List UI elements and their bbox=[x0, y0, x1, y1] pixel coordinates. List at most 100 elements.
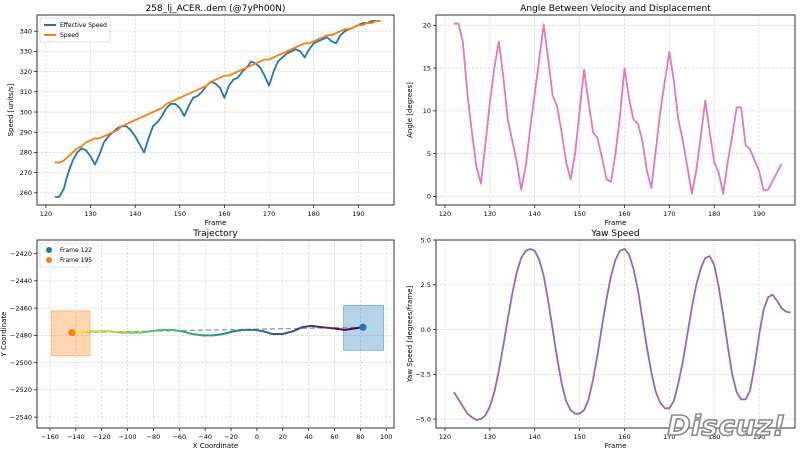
x-axis-label: Frame bbox=[205, 219, 227, 227]
y-tick-label: 330 bbox=[20, 48, 32, 56]
series-line-0 bbox=[453, 22, 783, 195]
axes-frame bbox=[36, 14, 395, 206]
trajectory-segment bbox=[292, 326, 304, 333]
trajectory-segment bbox=[320, 326, 336, 330]
x-tick-label: 150 bbox=[573, 433, 585, 441]
x-axis-label: Frame bbox=[605, 442, 627, 450]
y-tick-label: 2.5 bbox=[421, 281, 431, 289]
x-axis-label: X Coordinate bbox=[193, 442, 238, 450]
y-tick-label: 260 bbox=[20, 189, 32, 197]
x-tick-label: 150 bbox=[573, 210, 585, 218]
legend-box bbox=[39, 17, 111, 43]
y-tick-label: −2540 bbox=[10, 413, 32, 421]
x-tick-label: 160 bbox=[618, 433, 630, 441]
x-tick-label: 190 bbox=[753, 210, 765, 218]
y-axis-label: Speed [units/s] bbox=[7, 83, 15, 136]
y-tick-label: 20 bbox=[423, 22, 431, 30]
axes-frame bbox=[36, 239, 395, 429]
y-tick-label: 5 bbox=[427, 150, 431, 158]
y-tick-label: −2440 bbox=[10, 277, 32, 285]
marker-frame-195 bbox=[68, 329, 76, 337]
chart-title: Angle Between Velocity and Displacement bbox=[520, 4, 711, 14]
trajectory-chart: −160 −140 −120 −100 −80 −60 −40 −20 0 20 40 60 80 100… bbox=[0, 229, 395, 450]
y-tick-label: 15 bbox=[423, 64, 431, 72]
trajectory-segment bbox=[211, 333, 225, 337]
trajectory-segment bbox=[262, 330, 274, 335]
x-tick-label: −60 bbox=[172, 433, 186, 441]
speed-chart: 120 130 140 150 160 170 180 190 260 270 280 290 300 3… bbox=[7, 4, 395, 227]
x-tick-label: 190 bbox=[753, 433, 765, 441]
angle-chart: 120 130 140 150 160 170 180 190 0 5 10 15 20 Angle Be… bbox=[406, 4, 796, 227]
y-tick-label: 0 bbox=[427, 193, 431, 201]
legend-label: Effective Speed bbox=[60, 22, 107, 29]
x-tick-label: 180 bbox=[708, 433, 720, 441]
y-tick-label: 290 bbox=[20, 129, 32, 137]
x-tick-label: 180 bbox=[307, 210, 319, 218]
y-tick-label: 10 bbox=[423, 107, 431, 115]
y-tick-label: 280 bbox=[20, 149, 32, 157]
x-tick-label: 160 bbox=[218, 210, 230, 218]
legend-box bbox=[39, 242, 89, 268]
x-tick-label: 120 bbox=[40, 210, 52, 218]
chart-title: 258_lj_ACER..dem (@7yPh00N) bbox=[145, 4, 285, 14]
y-tick-label: 300 bbox=[20, 108, 32, 116]
legend-label: Frame 195 bbox=[60, 257, 92, 264]
x-tick-label: 160 bbox=[618, 210, 630, 218]
trajectory-segment bbox=[253, 328, 265, 333]
x-tick-label: 190 bbox=[352, 210, 364, 218]
x-tick-label: 170 bbox=[663, 210, 675, 218]
x-tick-label: 140 bbox=[129, 210, 141, 218]
x-tick-label: −140 bbox=[67, 433, 85, 441]
y-tick-label: −2420 bbox=[10, 250, 32, 258]
axes-frame bbox=[435, 14, 796, 206]
y-axis-label: Y Coordinate bbox=[0, 312, 8, 358]
discuz-watermark: Discuz! bbox=[667, 408, 787, 443]
y-axis-label: Yaw Speed [degrees/frame] bbox=[406, 285, 414, 383]
y-tick-label: 5.0 bbox=[421, 236, 431, 244]
x-tick-label: 100 bbox=[380, 433, 392, 441]
trajectory-segment bbox=[149, 328, 163, 333]
legend: Frame 122 Frame 195 bbox=[39, 242, 92, 268]
trajectory-segment bbox=[180, 330, 194, 335]
y-tick-label: −2500 bbox=[10, 359, 32, 367]
y-tick-label: −2520 bbox=[10, 386, 32, 394]
x-tick-label: 130 bbox=[84, 210, 96, 218]
trajectory-segment bbox=[222, 330, 235, 335]
x-tick-label: 150 bbox=[174, 210, 186, 218]
x-tick-label: −160 bbox=[41, 433, 59, 441]
legend-swatch bbox=[46, 257, 52, 263]
x-tick-label: 170 bbox=[663, 433, 675, 441]
trajectory-segment bbox=[170, 328, 183, 333]
trajectory-segment bbox=[310, 324, 323, 329]
x-tick-label: 0 bbox=[255, 433, 259, 441]
y-tick-label: 270 bbox=[20, 169, 32, 177]
x-tick-label: 180 bbox=[708, 210, 720, 218]
x-tick-label: −40 bbox=[198, 433, 212, 441]
legend-label: Frame 122 bbox=[60, 247, 92, 254]
x-tick-label: 20 bbox=[279, 433, 287, 441]
legend-label: Speed bbox=[60, 32, 79, 39]
y-tick-label: 320 bbox=[20, 68, 32, 76]
y-tick-label: 340 bbox=[20, 27, 32, 35]
y-tick-label: −2460 bbox=[10, 304, 32, 312]
x-tick-label: 140 bbox=[529, 210, 541, 218]
y-tick-label: −2.5 bbox=[415, 371, 431, 379]
trajectory-segment bbox=[191, 333, 204, 337]
trajectory-segment bbox=[108, 330, 121, 334]
series-line-speed bbox=[54, 20, 381, 164]
y-tick-label: −5.0 bbox=[415, 415, 431, 423]
trajectory-segment bbox=[343, 327, 355, 331]
legend-swatch bbox=[46, 247, 52, 253]
chart-title: Yaw Speed bbox=[590, 229, 639, 239]
x-tick-label: 40 bbox=[304, 433, 312, 441]
series-line-effective-speed bbox=[54, 20, 381, 198]
y-tick-label: 0.0 bbox=[421, 326, 431, 334]
marker-frame-122 bbox=[359, 323, 367, 331]
x-tick-label: 130 bbox=[484, 210, 496, 218]
x-tick-label: −120 bbox=[93, 433, 111, 441]
y-tick-label: −2480 bbox=[10, 332, 32, 340]
series-line-0 bbox=[453, 248, 791, 421]
trajectory-segment bbox=[232, 328, 245, 333]
x-tick-label: 60 bbox=[330, 433, 338, 441]
